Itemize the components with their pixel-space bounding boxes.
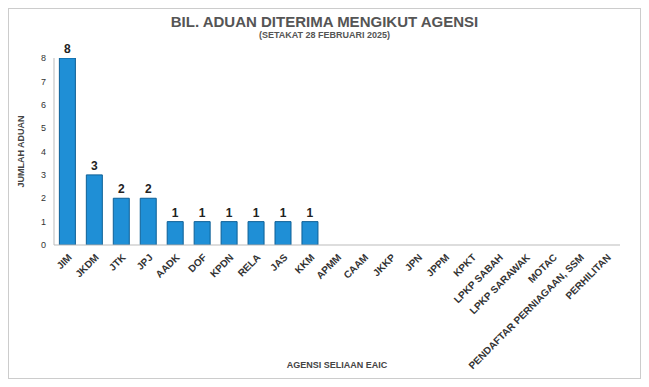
svg-text:7: 7: [41, 77, 46, 87]
svg-text:AGENSI SELIAAN EAIC: AGENSI SELIAAN EAIC: [287, 360, 388, 370]
svg-text:1: 1: [280, 206, 287, 220]
svg-text:JKKP: JKKP: [371, 251, 398, 278]
svg-text:1: 1: [253, 206, 260, 220]
svg-text:2: 2: [118, 182, 125, 196]
svg-text:JAS: JAS: [268, 251, 290, 273]
svg-text:KPDN: KPDN: [208, 252, 236, 280]
svg-text:1: 1: [307, 206, 314, 220]
svg-text:RELA: RELA: [236, 252, 263, 279]
svg-text:2: 2: [145, 182, 152, 196]
svg-text:1: 1: [226, 206, 233, 220]
svg-text:6: 6: [41, 100, 46, 110]
svg-text:1: 1: [199, 206, 206, 220]
svg-text:MOTAC: MOTAC: [525, 251, 560, 285]
svg-text:JUMLAH ADUAN: JUMLAH ADUAN: [16, 115, 26, 187]
svg-text:5: 5: [41, 123, 46, 133]
html-text:(SETAKAT 28 FEBRUARI 2025): (SETAKAT 28 FEBRUARI 2025): [258, 30, 391, 40]
svg-text:LPKP SARAWAK: LPKP SARAWAK: [467, 251, 533, 317]
html-text:BIL. ADUAN DITERIMA MENGIKUT A: BIL. ADUAN DITERIMA MENGIKUT AGENSI: [170, 13, 479, 30]
svg-text:0: 0: [41, 240, 46, 250]
svg-text:2: 2: [41, 193, 46, 203]
svg-text:3: 3: [41, 170, 46, 180]
svg-text:APMM: APMM: [314, 252, 343, 281]
svg-text:JPPM: JPPM: [424, 252, 451, 279]
svg-text:4: 4: [41, 147, 46, 157]
svg-text:1: 1: [41, 217, 46, 227]
svg-text:AADK: AADK: [154, 251, 183, 280]
svg-text:KKM: KKM: [293, 252, 317, 276]
svg-text:JIM: JIM: [54, 252, 74, 272]
svg-text:JPN: JPN: [403, 252, 425, 274]
svg-text:1: 1: [172, 206, 179, 220]
svg-text:3: 3: [91, 159, 98, 173]
svg-text:8: 8: [64, 42, 71, 56]
svg-text:LPKP SABAH: LPKP SABAH: [451, 251, 506, 306]
svg-text:JTK: JTK: [107, 251, 129, 273]
svg-text:PERHILITAN: PERHILITAN: [563, 252, 613, 302]
svg-text:PENDAFTAR PERNIAGAAN, SSM: PENDAFTAR PERNIAGAAN, SSM: [466, 252, 586, 372]
svg-text:8: 8: [41, 53, 46, 63]
svg-text:JKDM: JKDM: [73, 252, 101, 280]
svg-text:JPJ: JPJ: [134, 252, 154, 272]
svg-text:CAAM: CAAM: [341, 252, 370, 281]
svg-text:DOF: DOF: [186, 252, 209, 275]
svg-text:KPKT: KPKT: [451, 251, 479, 279]
